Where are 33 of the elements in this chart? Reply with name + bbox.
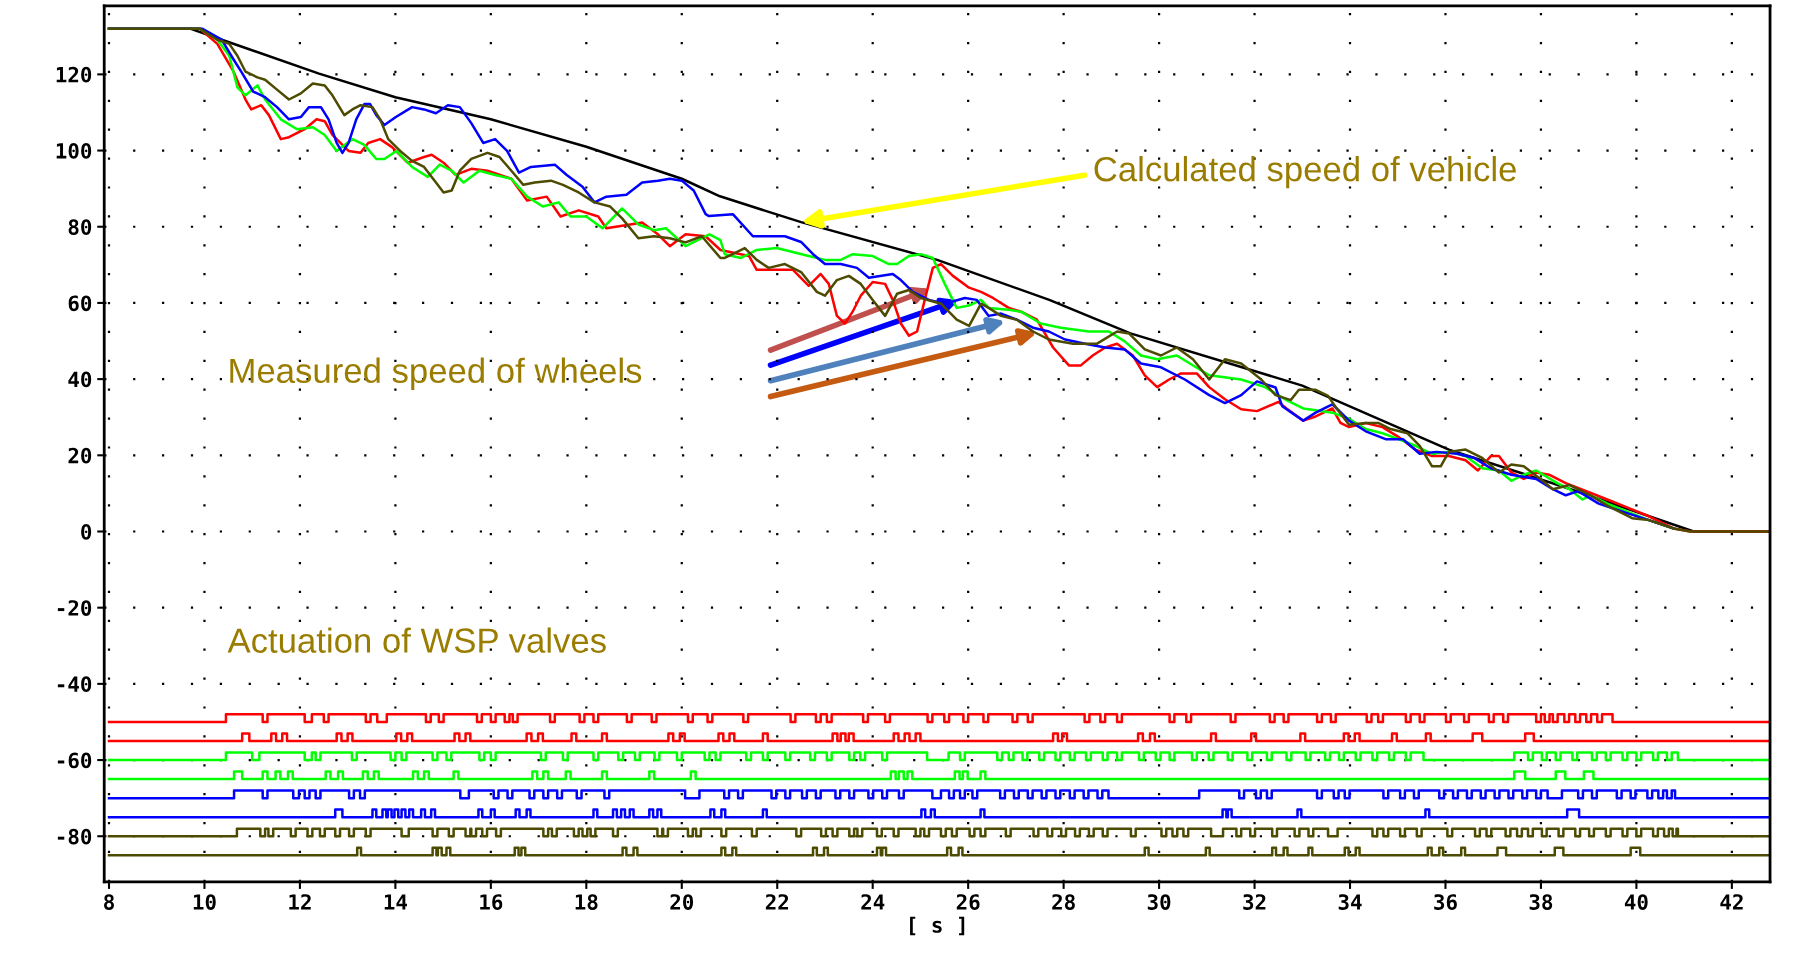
y-tick-label: 20	[68, 447, 92, 464]
y-tick-label: 60	[68, 295, 92, 312]
x-tick-label: 14	[384, 894, 407, 910]
x-tick-label: 36	[1434, 894, 1457, 910]
x-tick-label: 18	[575, 894, 598, 910]
annotation: Actuation of WSP valves	[227, 627, 606, 653]
y-tick-label: -40	[57, 676, 92, 693]
x-tick-label: 24	[861, 894, 885, 910]
x-tick-label: 32	[1243, 894, 1266, 910]
y-tick-label: -60	[57, 752, 92, 769]
y-tick-label: 0	[81, 523, 92, 540]
y-tick-label: -20	[57, 600, 92, 616]
y-tick-label: 40	[68, 371, 92, 388]
y-tick-label: 120	[56, 66, 92, 83]
annotation: Measured speed of wheels	[230, 357, 642, 390]
x-axis-title: [ s ]	[910, 916, 965, 936]
x-tick-label: 42	[1720, 894, 1743, 910]
x-tick-label: 16	[480, 894, 503, 910]
x-tick-label: 10	[193, 894, 216, 910]
x-tick-label: 20	[670, 894, 694, 910]
x-tick-label: 34	[1338, 894, 1362, 910]
y-tick-label: 80	[68, 219, 92, 235]
x-tick-label: 28	[1052, 894, 1075, 910]
x-tick-label: 8	[104, 894, 114, 910]
x-tick-label: 22	[765, 894, 789, 910]
y-tick-label: -80	[57, 828, 92, 845]
annotation: Calculated speed of vehicle	[1094, 155, 1516, 189]
x-tick-label: 38	[1529, 894, 1553, 910]
x-tick-label: 12	[289, 894, 311, 910]
x-tick-label: 40	[1624, 894, 1648, 910]
x-tick-label: 30	[1147, 894, 1171, 910]
x-tick-label: 26	[956, 894, 980, 910]
y-tick-label: 100	[56, 143, 92, 159]
